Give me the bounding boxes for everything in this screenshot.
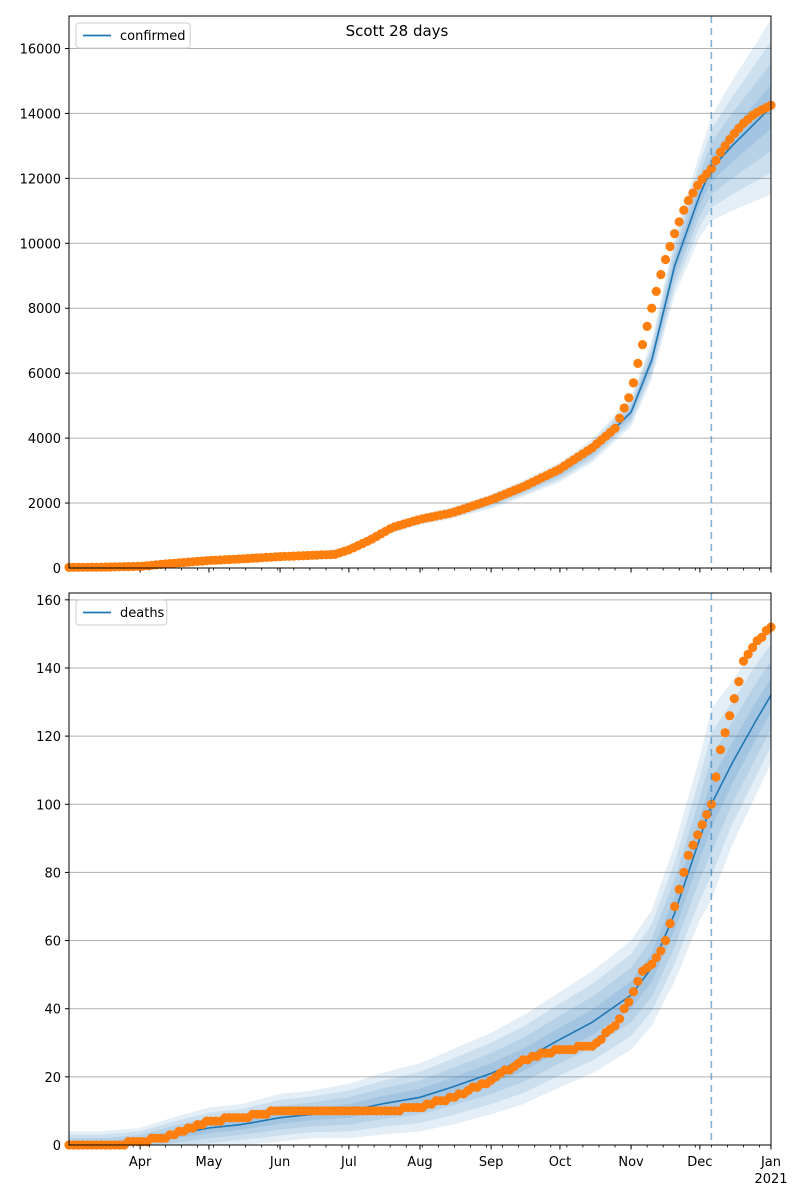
observed-point — [633, 358, 643, 368]
y-tick-label: 20 — [44, 1071, 61, 1086]
y-tick-label: 16000 — [20, 42, 61, 57]
deaths-panel: 0 20 40 60 80 100 120 140 160 Apr May Jun Jul Aug Sep O… — [36, 592, 788, 1187]
y-tick-label: 12000 — [20, 172, 61, 187]
y-tick-label: 4000 — [28, 432, 61, 447]
observed-point — [656, 946, 666, 956]
y-tick-label: 40 — [44, 1003, 61, 1018]
x-tick-label: Oct — [549, 1155, 571, 1170]
x-tick-label: Sep — [479, 1155, 504, 1170]
observed-point — [610, 423, 620, 433]
observed-point — [628, 987, 639, 997]
observed-point — [674, 884, 684, 895]
observed-point — [615, 413, 625, 423]
observed-point — [693, 830, 703, 840]
observed-point — [665, 918, 675, 929]
legend-label: confirmed — [120, 29, 186, 44]
observed-point — [596, 1034, 606, 1044]
observed-point — [637, 340, 648, 350]
y-tick-label: 8000 — [28, 302, 61, 317]
observed-point — [715, 147, 726, 157]
observed-point — [688, 188, 698, 198]
observed-point — [702, 809, 712, 820]
y-tick-label: 120 — [36, 730, 61, 745]
observed-point — [734, 677, 744, 687]
observed-point — [697, 820, 707, 830]
legend-box — [75, 22, 191, 49]
observed-point — [628, 378, 639, 388]
x-tick-label: May — [195, 1155, 222, 1170]
figure-title: Scott 28 days — [346, 22, 449, 40]
observed-point — [711, 772, 721, 782]
uncertainty-band-1 — [69, 627, 771, 1145]
observed-point — [660, 254, 671, 265]
observed-point — [711, 155, 721, 166]
y-tick-label: 0 — [53, 562, 61, 577]
x-year-label: 2021 — [754, 1172, 787, 1187]
y-tick-label: 10000 — [20, 237, 61, 252]
y-tick-label: 140 — [36, 662, 61, 677]
observed-point — [757, 632, 767, 642]
observed-point — [670, 901, 680, 912]
x-tick-label: Jul — [340, 1155, 357, 1170]
observed-point — [615, 1014, 625, 1024]
observed-point — [720, 728, 730, 738]
legend-box — [75, 599, 168, 626]
axes-frame — [68, 15, 772, 569]
y-tick-label: 100 — [36, 798, 61, 813]
y-tick-label: 2000 — [28, 497, 61, 512]
observed-point — [729, 694, 739, 704]
observed-point — [651, 286, 661, 296]
observed-point — [647, 959, 657, 970]
observed-point — [624, 393, 634, 403]
y-tick-label: 6000 — [28, 367, 61, 382]
legend: confirmed — [75, 22, 191, 49]
observed-point — [738, 656, 749, 666]
observed-point — [665, 241, 675, 252]
x-tick-label: Aug — [407, 1155, 432, 1170]
observed-point — [720, 141, 730, 151]
observed-point — [725, 711, 735, 721]
observed-point — [619, 403, 629, 413]
observed-point — [633, 976, 643, 987]
observed-point — [660, 936, 671, 946]
observed-point — [706, 799, 717, 809]
observed-point — [656, 269, 666, 280]
observed-point — [647, 303, 657, 313]
legend: deaths — [75, 599, 168, 626]
observed-point — [706, 164, 717, 174]
x-tick-label: Jan — [760, 1155, 781, 1170]
observed-point — [610, 1021, 620, 1031]
observed-point — [619, 1004, 629, 1014]
axes-frame — [68, 592, 772, 1146]
x-tick-label: Nov — [618, 1155, 644, 1170]
uncertainty-band-4 — [69, 678, 771, 1145]
observed-point — [688, 840, 698, 850]
x-tick-label: Dec — [687, 1155, 712, 1170]
confirmed-panel: 0 2000 4000 6000 8000 10000 12000 14000 16000 con… — [20, 15, 776, 577]
observed-point — [748, 642, 758, 653]
observed-point — [679, 867, 689, 878]
observed-point — [743, 649, 753, 659]
observed-point — [642, 321, 652, 331]
observed-point — [670, 229, 680, 239]
observed-point — [693, 180, 703, 190]
y-tick-label: 14000 — [20, 107, 61, 122]
observed-point — [679, 205, 689, 215]
y-tick-label: 160 — [36, 594, 61, 609]
observed-point — [683, 195, 694, 206]
x-tick-label: Apr — [129, 1155, 152, 1170]
y-tick-label: 60 — [44, 935, 61, 950]
observed-point — [651, 953, 661, 963]
y-tick-label: 80 — [44, 866, 61, 881]
observed-point — [683, 850, 694, 861]
legend-label: deaths — [120, 606, 165, 621]
uncertainty-band-3 — [69, 661, 771, 1145]
observed-point — [674, 217, 684, 227]
y-tick-label: 0 — [53, 1139, 61, 1154]
observed-point — [715, 745, 726, 755]
observed-point — [624, 997, 634, 1007]
x-tick-label: Jun — [269, 1155, 290, 1170]
